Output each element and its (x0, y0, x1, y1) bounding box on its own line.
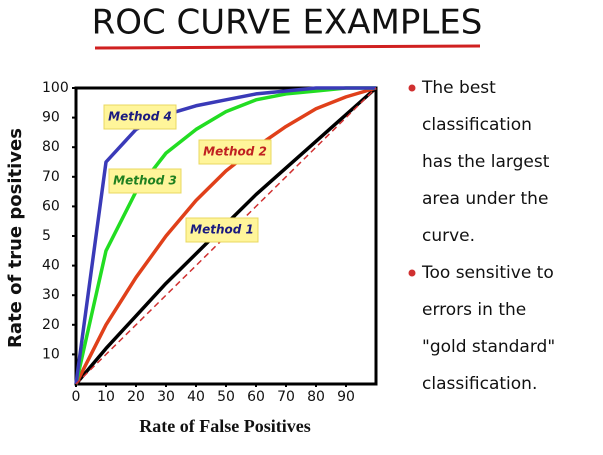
roc-curve (74, 86, 376, 385)
chart-title: ROC CURVE EXAMPLES (92, 3, 483, 43)
x-tick-label: 50 (217, 389, 235, 405)
x-tick-label: 0 (72, 389, 81, 405)
note-line: The best (421, 78, 496, 98)
title-underline (94, 44, 481, 50)
x-tick-label: 80 (307, 389, 325, 405)
legend-label: Method 4 (108, 110, 172, 124)
x-tick-label: 20 (127, 389, 145, 405)
legend-box (198, 139, 272, 165)
x-tick-label: 70 (277, 389, 295, 405)
y-axis-label: Rate of true positives (5, 128, 26, 348)
y-tick-label: 80 (42, 139, 60, 155)
bullet (408, 84, 416, 92)
y-tick-label: 90 (42, 110, 60, 126)
note-line: area under the (422, 189, 548, 209)
note-line: classification. (422, 374, 537, 394)
x-tick-label: 90 (337, 389, 355, 405)
legend-box (185, 217, 259, 243)
note-line: errors in the (422, 300, 526, 320)
x-tick-label: 10 (97, 389, 115, 405)
y-tick-label: 60 (42, 198, 60, 214)
note-line: Too sensitive to (421, 263, 554, 283)
legend-box (103, 104, 177, 130)
y-tick-label: 20 (42, 317, 60, 333)
y-tick-label: 30 (42, 287, 60, 303)
y-tick-label: 5 (42, 228, 51, 244)
x-tick-label: 40 (187, 389, 205, 405)
plot-frame (74, 86, 378, 386)
legend-label: Method 2 (203, 145, 267, 159)
legend-label: Method 1 (190, 223, 254, 237)
y-tick-label: 40 (42, 258, 60, 274)
note-line: curve. (422, 226, 475, 246)
x-tick-label: 30 (157, 389, 175, 405)
y-tick-label: 10 (42, 346, 60, 362)
note-line: has the largest (422, 152, 550, 172)
note-line: "gold standard" (422, 337, 555, 357)
roc-curve (74, 86, 377, 385)
note-line: classification (422, 115, 532, 135)
y-tick-label: 70 (42, 169, 60, 185)
legend-box (108, 168, 182, 194)
legend-label: Method 3 (113, 174, 177, 188)
x-tick-label: 60 (247, 389, 265, 405)
y-tick-label: 100 (42, 80, 69, 96)
bullet (408, 269, 416, 277)
x-axis-label: Rate of False Positives (139, 416, 310, 436)
roc-curve (74, 86, 376, 385)
